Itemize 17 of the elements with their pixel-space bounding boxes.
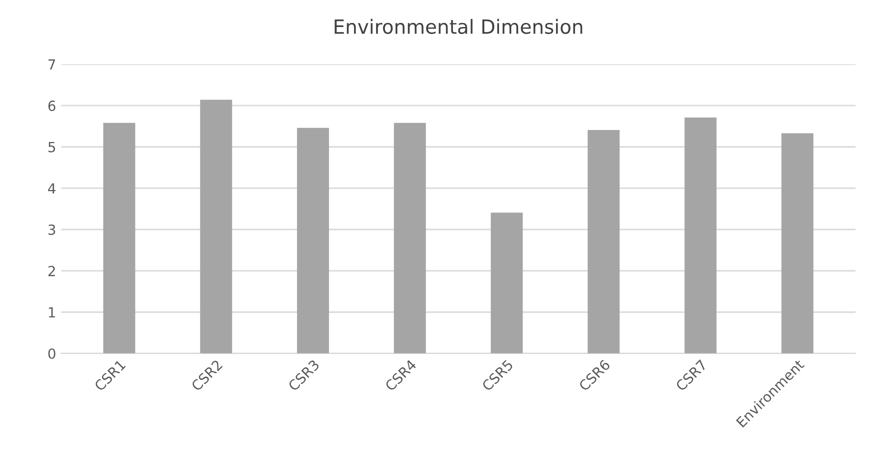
y-tick-label: 4 (48, 183, 56, 194)
bar (297, 128, 329, 354)
bar (490, 212, 523, 354)
bar (394, 122, 426, 354)
bar (200, 100, 232, 354)
bar (103, 122, 136, 354)
y-tick-label: 3 (48, 224, 56, 235)
bar (588, 130, 620, 354)
bar (684, 118, 717, 354)
y-tick-label: 1 (48, 307, 55, 318)
y-tick-label: 5 (48, 142, 56, 152)
y-tick-label: 6 (48, 100, 56, 112)
y-tick-label: 2 (48, 266, 55, 276)
y-tick-label: 7 (48, 59, 56, 70)
chart-title: Environmental Dimension (334, 18, 582, 34)
y-tick-label: 0 (48, 348, 56, 359)
bar (781, 133, 814, 354)
